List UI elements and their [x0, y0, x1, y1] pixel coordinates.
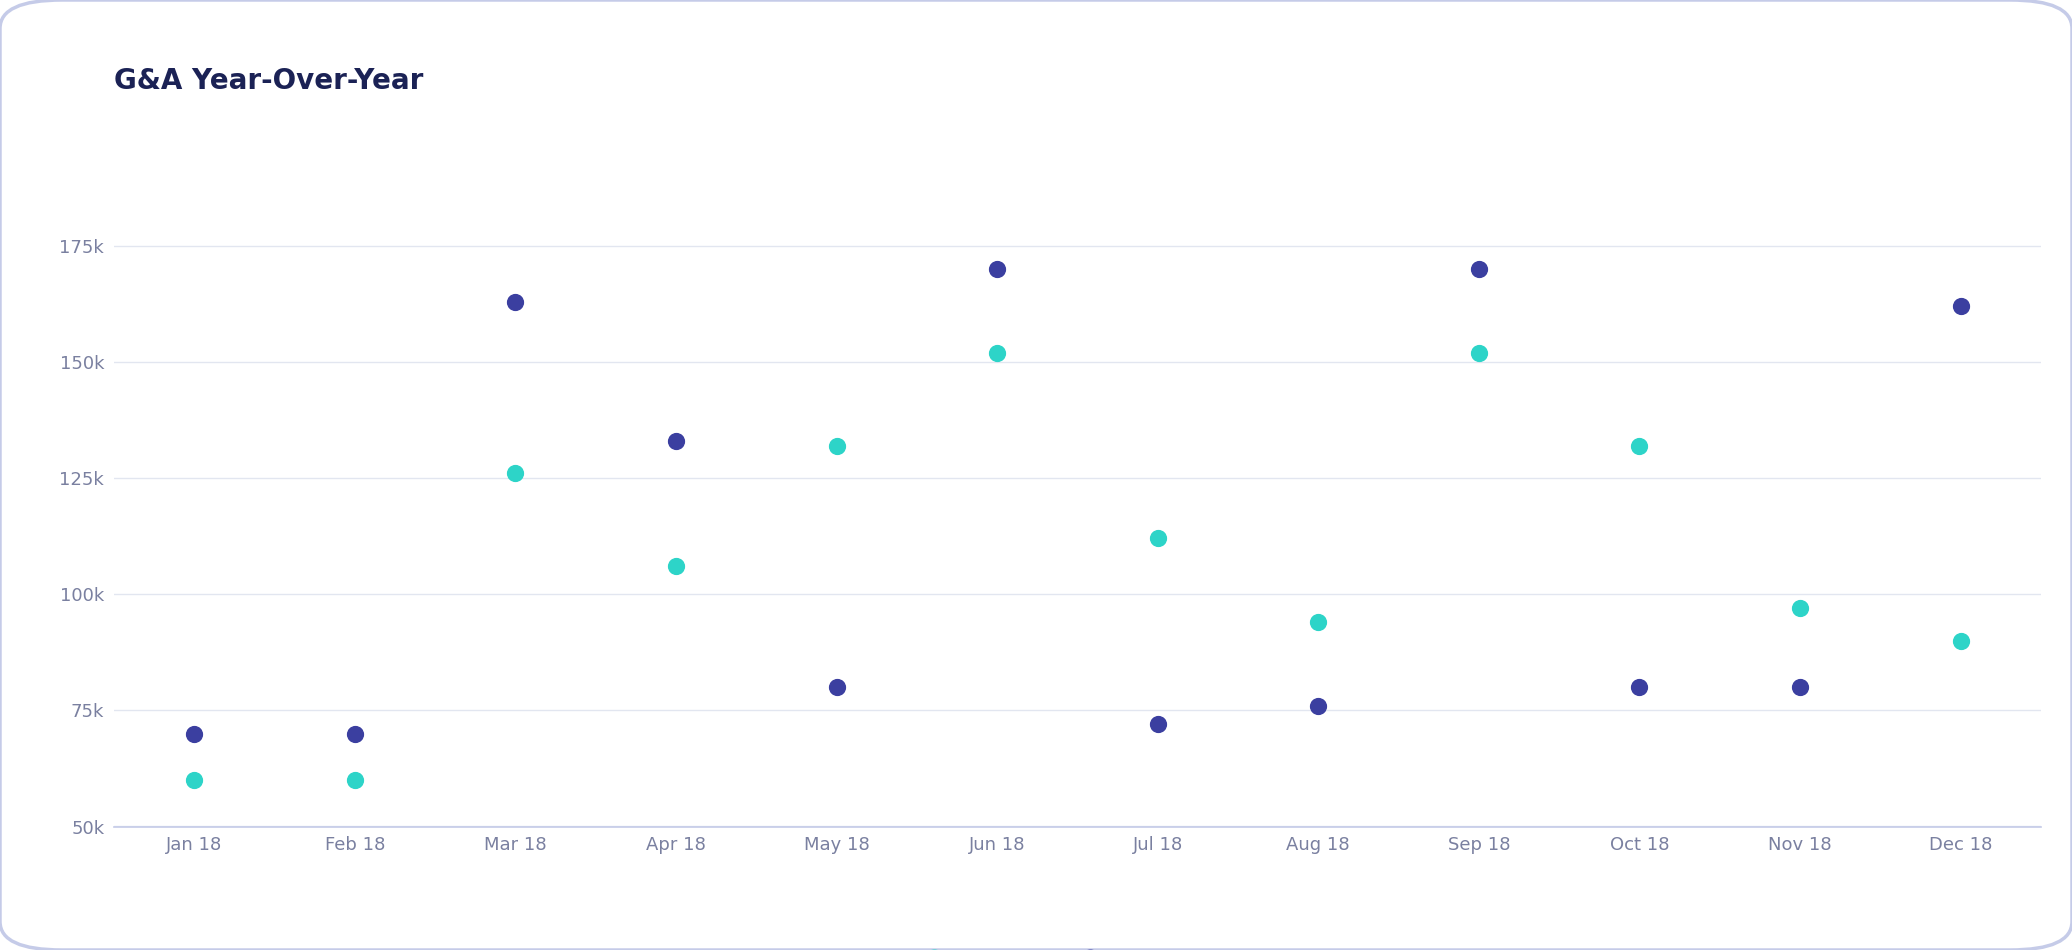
Final Expense: [659, 433, 692, 448]
Final Expense: [1463, 261, 1496, 276]
Final Expense: [1301, 698, 1334, 713]
Prior Year: [1622, 438, 1656, 453]
Final Expense: [1142, 716, 1175, 732]
Final Expense: [499, 294, 533, 309]
Final Expense: [821, 679, 854, 694]
Prior Year: [1784, 600, 1817, 616]
Prior Year: [1301, 615, 1334, 630]
Prior Year: [1463, 345, 1496, 360]
Prior Year: [1142, 531, 1175, 546]
Final Expense: [1622, 679, 1656, 694]
Prior Year: [1944, 633, 1977, 648]
Final Expense: [338, 726, 371, 741]
Final Expense: [178, 726, 211, 741]
Prior Year: [178, 772, 211, 788]
Final Expense: [1784, 679, 1817, 694]
Prior Year: [499, 466, 533, 481]
Prior Year: [338, 772, 371, 788]
Prior Year: [821, 438, 854, 453]
Prior Year: [980, 345, 1013, 360]
Final Expense: [980, 261, 1013, 276]
Prior Year: [659, 559, 692, 574]
Final Expense: [1944, 298, 1977, 314]
Text: G&A Year-Over-Year: G&A Year-Over-Year: [114, 67, 423, 95]
Legend: Prior Year, Final Expense: Prior Year, Final Expense: [908, 943, 1247, 950]
